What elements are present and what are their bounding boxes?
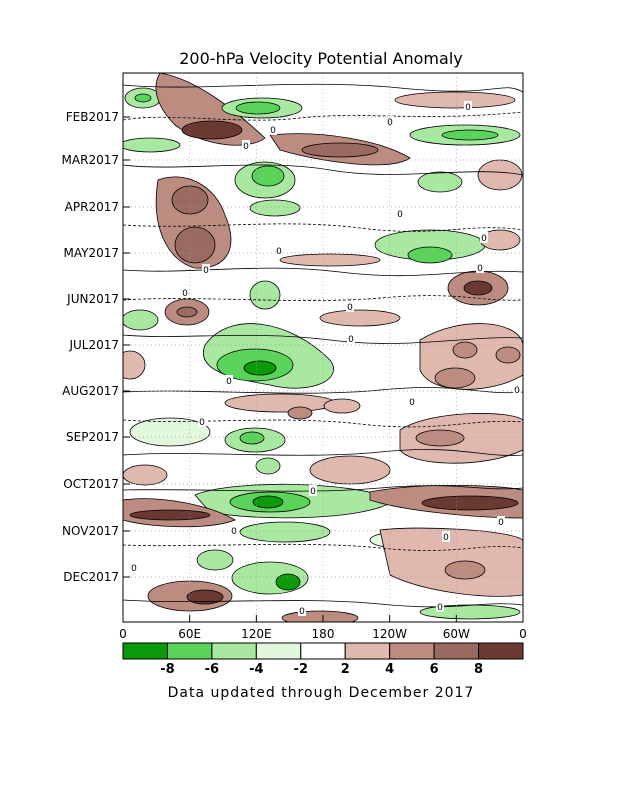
- colorbar-swatch: [255, 642, 302, 660]
- colorbar-label: -2: [294, 662, 308, 677]
- colorbar: -8 -6 -4 -2 2 4 6 8: [122, 642, 524, 677]
- contour-label-bg: [464, 101, 472, 112]
- contour-label-bg: [408, 396, 416, 407]
- contour-label-bg: [198, 416, 206, 427]
- contour-label-bg: [396, 208, 404, 219]
- x-tick-label: 120W: [372, 627, 407, 641]
- colorbar-label: 8: [474, 662, 483, 677]
- contour-label-bg: [497, 516, 505, 527]
- contour-label-bg: [347, 333, 355, 344]
- colorbar-label: -6: [205, 662, 219, 677]
- contour-label-bg: [269, 124, 277, 135]
- grid-lines: [123, 73, 523, 622]
- contour-label: 0: [231, 527, 237, 537]
- contour-label: 0: [182, 289, 188, 299]
- y-tick-label: JUL2017: [68, 338, 119, 352]
- contour-label-bg: [225, 375, 233, 386]
- colorbar-swatch: [344, 642, 391, 660]
- y-tick-label: JUN2017: [66, 292, 119, 306]
- y-tick-label: OCT2017: [63, 477, 119, 491]
- contour-label: 0: [498, 518, 504, 528]
- contour-label-bg: [309, 485, 317, 496]
- contour-label-bg: [346, 301, 354, 312]
- contour-label: 0: [514, 386, 520, 396]
- colorbar-label: 6: [430, 662, 439, 677]
- contour-label: 0: [397, 210, 403, 220]
- contour-label-bg: [480, 232, 488, 243]
- contour-label: 0: [409, 398, 415, 408]
- axes: 0 60E 120E 180 120W 60W 0 FEB2017 MAR2017 APR2017…: [62, 110, 527, 641]
- contour-label: 0: [203, 266, 209, 276]
- contour-label: 0: [226, 377, 232, 387]
- chart-title: 200-hPa Velocity Potential Anomaly: [179, 49, 462, 68]
- colorbar-swatch: [211, 642, 257, 660]
- contour-label-bg: [242, 140, 250, 151]
- contour-label: 0: [347, 303, 353, 313]
- contour-label: 0: [477, 264, 483, 274]
- x-tick-label: 60W: [443, 627, 470, 641]
- plot-area: 0 0 0 0 0 0 0 0 0 0 0 0 0 0 0 0 0 0 0 0 0 0 0: [123, 73, 523, 622]
- y-tick-label: MAR2017: [62, 153, 119, 167]
- x-tick-label: 60E: [178, 627, 201, 641]
- colorbar-label: 2: [341, 662, 350, 677]
- colorbar-swatch: [389, 642, 435, 660]
- colorbar-swatch: [166, 642, 213, 660]
- contour-label: 0: [481, 234, 487, 244]
- contour-label-bg: [298, 605, 306, 616]
- contour-label-bg: [275, 245, 283, 256]
- x-tick-label: 0: [519, 627, 527, 641]
- contour-lines: [123, 83, 523, 608]
- y-tick-label: MAY2017: [64, 246, 120, 260]
- contour-label: 0: [199, 418, 205, 428]
- contour-label-bg: [130, 562, 138, 573]
- contour-label-bg: [513, 384, 521, 395]
- colorbar-swatch: [478, 642, 524, 660]
- contour-label: 0: [299, 607, 305, 617]
- contour-label-bg: [202, 264, 210, 275]
- colorbar-label: -4: [249, 662, 263, 677]
- colorbar-swatch: [433, 642, 480, 660]
- contour-label-bg: [181, 287, 189, 298]
- y-tick-label: AUG2017: [62, 384, 119, 398]
- x-tick-label: 0: [119, 627, 127, 641]
- x-tick-label: 180: [312, 627, 335, 641]
- y-tick-label: NOV2017: [62, 524, 119, 538]
- colorbar-swatch: [122, 642, 168, 660]
- x-tick-label: 120E: [241, 627, 272, 641]
- contour-label: 0: [465, 103, 471, 113]
- contour-labels: 0 0 0 0 0 0 0 0 0 0 0 0 0 0 0 0 0 0 0 0 0 0 0: [130, 101, 521, 617]
- anomaly-regions: [123, 73, 523, 622]
- contour-label: 0: [131, 564, 137, 574]
- contour-label-bg: [476, 262, 484, 273]
- contour-label-bg: [436, 601, 444, 612]
- contour-label: 0: [348, 335, 354, 345]
- y-tick-label: DEC2017: [63, 570, 119, 584]
- colorbar-label: -8: [160, 662, 174, 677]
- contour-label: 0: [276, 247, 282, 257]
- contour-label: 0: [443, 533, 449, 543]
- footer-note: Data updated through December 2017: [168, 685, 475, 701]
- contour-label-bg: [230, 525, 238, 536]
- colorbar-swatch: [300, 642, 346, 660]
- contour-label-bg: [442, 531, 450, 542]
- contour-label: 0: [270, 126, 276, 136]
- contour-label: 0: [310, 487, 316, 497]
- colorbar-label: 4: [385, 662, 394, 677]
- contour-label: 0: [387, 118, 393, 128]
- y-tick-label: APR2017: [65, 200, 119, 214]
- y-tick-label: SEP2017: [66, 430, 119, 444]
- contour-label: 0: [437, 603, 443, 613]
- contour-label: 0: [243, 142, 249, 152]
- y-tick-label: FEB2017: [66, 110, 119, 124]
